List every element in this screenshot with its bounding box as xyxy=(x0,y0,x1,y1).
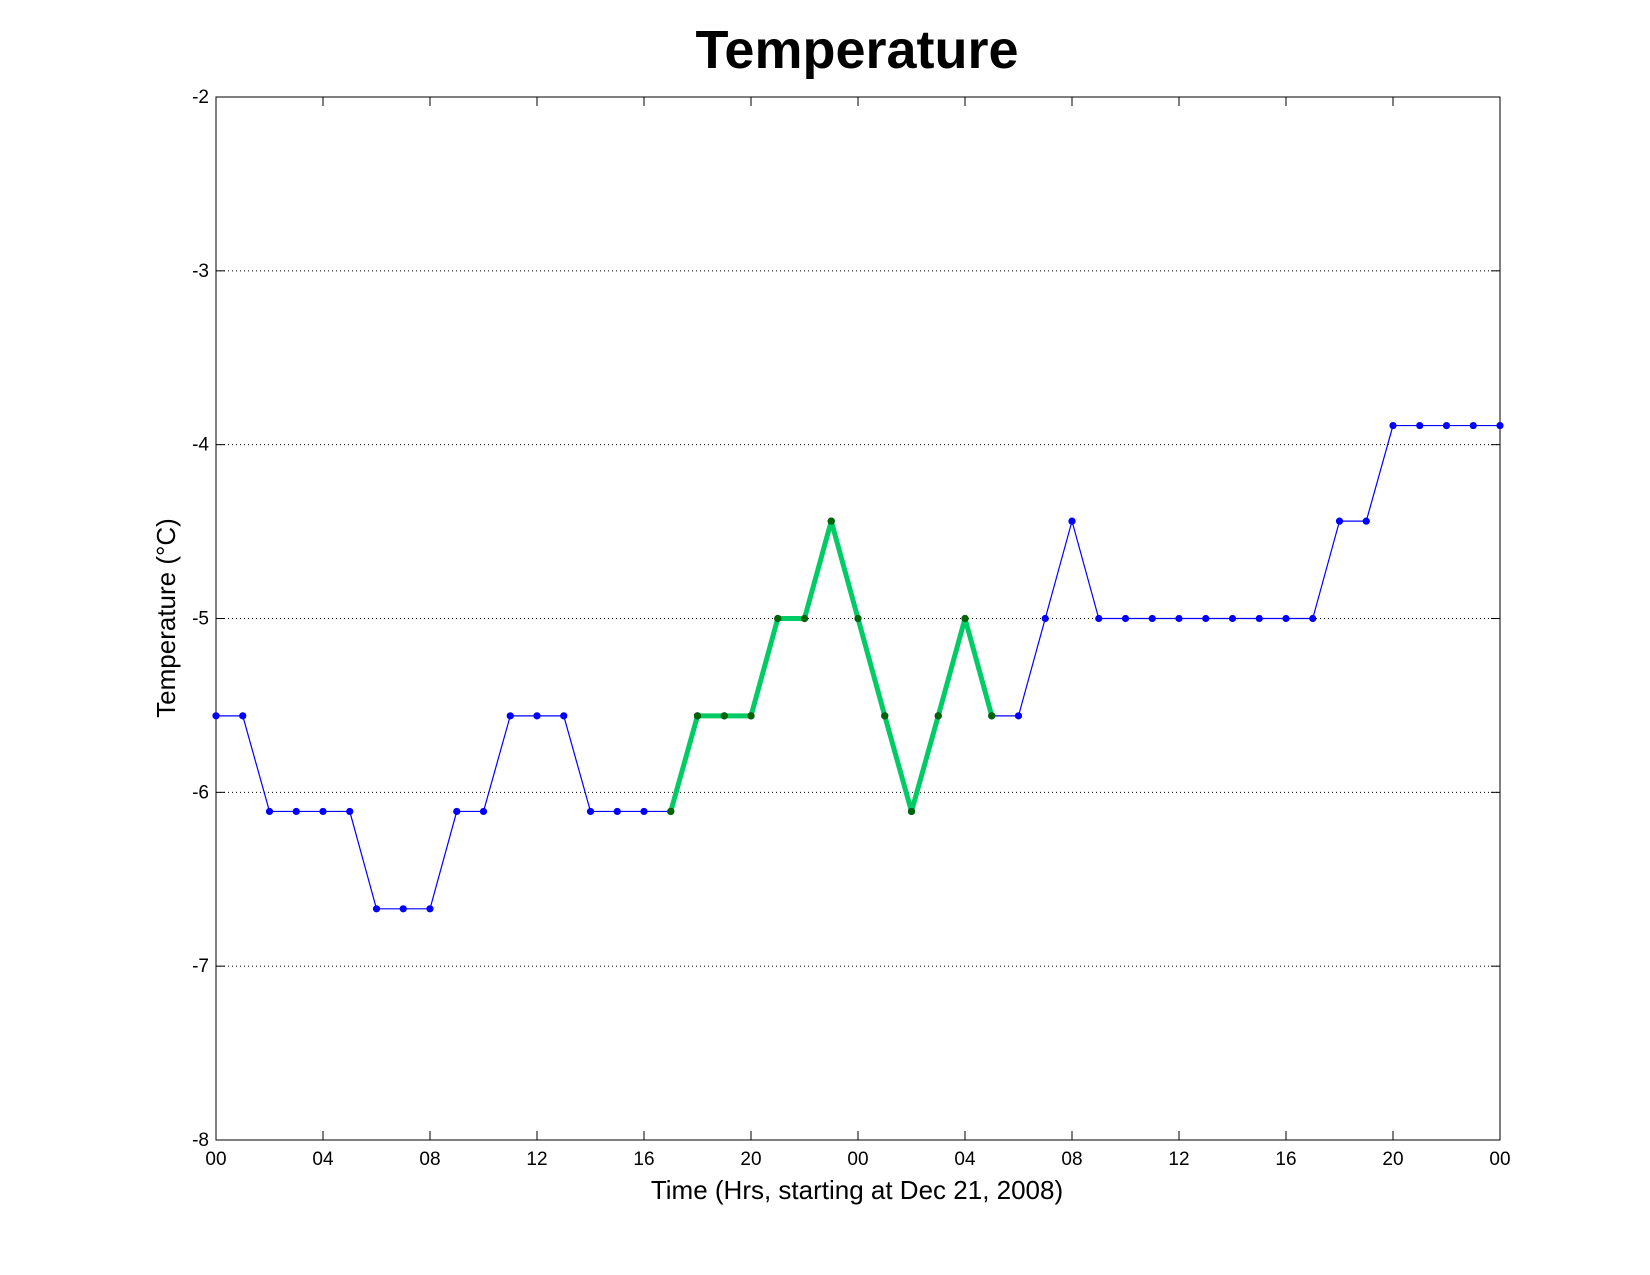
x-tick-label: 16 xyxy=(633,1149,654,1170)
data-point xyxy=(613,807,621,816)
data-point xyxy=(1416,421,1424,430)
data-point xyxy=(1255,614,1263,623)
data-point xyxy=(1014,712,1023,720)
data-point xyxy=(640,807,648,816)
data-point xyxy=(533,712,541,720)
data-point xyxy=(1148,614,1156,623)
highlight-data-point xyxy=(747,712,755,720)
data-point xyxy=(1202,614,1210,623)
highlight-data-point xyxy=(854,614,862,623)
data-point xyxy=(399,905,407,913)
y-tick-label: -3 xyxy=(192,261,209,282)
x-tick-label: 16 xyxy=(1275,1149,1296,1170)
highlight-data-point xyxy=(720,712,728,720)
highlight-data-point xyxy=(988,712,996,720)
data-point xyxy=(1362,517,1370,525)
data-point xyxy=(239,712,247,720)
data-point xyxy=(586,807,595,816)
axis-ticks: -8 -7 -6 -5 -4 -3 -2 00 04 08 12 16 20 00 04 08 12 16 20 00 xyxy=(192,87,1510,1170)
x-tick-label: 04 xyxy=(954,1149,976,1170)
data-point xyxy=(265,807,274,816)
y-tick-label: -5 xyxy=(192,609,209,630)
highlight-data-point xyxy=(827,517,835,525)
data-point xyxy=(1496,421,1504,430)
data-point xyxy=(292,807,300,816)
data-point xyxy=(1041,614,1049,623)
chart-title: Temperature xyxy=(695,20,1018,80)
x-tick-label: 20 xyxy=(1382,1149,1403,1170)
x-tick-label: 20 xyxy=(740,1149,761,1170)
x-tick-label: 00 xyxy=(847,1149,868,1170)
x-tick-label: 08 xyxy=(1061,1149,1082,1170)
data-point xyxy=(453,807,461,816)
data-point xyxy=(1228,614,1237,623)
data-point xyxy=(319,807,327,816)
y-tick-label: -7 xyxy=(192,956,209,977)
data-point xyxy=(346,807,354,816)
x-tick-label: 00 xyxy=(205,1149,226,1170)
x-tick-label: 00 xyxy=(1489,1149,1510,1170)
data-point xyxy=(1068,517,1076,525)
data-point xyxy=(1335,517,1344,525)
y-axis-label: Temperature (°C) xyxy=(151,518,181,718)
y-tick-label: -2 xyxy=(192,87,209,108)
y-tick-label: -8 xyxy=(192,1130,209,1151)
x-axis-label: Time (Hrs, starting at Dec 21, 2008) xyxy=(651,1175,1063,1205)
data-point xyxy=(1309,614,1317,623)
y-tick-label: -4 xyxy=(192,435,209,456)
highlight-data-point xyxy=(907,807,916,816)
data-point xyxy=(560,712,568,720)
data-point xyxy=(1282,614,1290,623)
highlight-data-point xyxy=(693,712,702,720)
data-point xyxy=(1469,421,1477,430)
data-point xyxy=(426,905,434,913)
highlight-data-point xyxy=(934,712,942,720)
highlight-data-point xyxy=(667,807,675,816)
x-tick-label: 08 xyxy=(419,1149,440,1170)
data-point xyxy=(212,712,220,720)
data-point xyxy=(1095,614,1103,623)
y-tick-label: -6 xyxy=(192,782,209,803)
data-point xyxy=(1121,614,1130,623)
data-point xyxy=(1175,614,1183,623)
x-tick-label: 12 xyxy=(526,1149,547,1170)
x-tick-label: 04 xyxy=(312,1149,334,1170)
data-point xyxy=(506,712,514,720)
data-point xyxy=(1442,421,1451,430)
highlight-data-point xyxy=(800,614,809,623)
data-point xyxy=(372,905,381,913)
series-markers xyxy=(212,421,1504,913)
data-point xyxy=(1389,421,1397,430)
highlight-data-point xyxy=(961,614,969,623)
highlight-data-point xyxy=(881,712,889,720)
data-point xyxy=(479,807,488,816)
highlight-data-point xyxy=(774,614,782,623)
x-tick-label: 12 xyxy=(1168,1149,1189,1170)
